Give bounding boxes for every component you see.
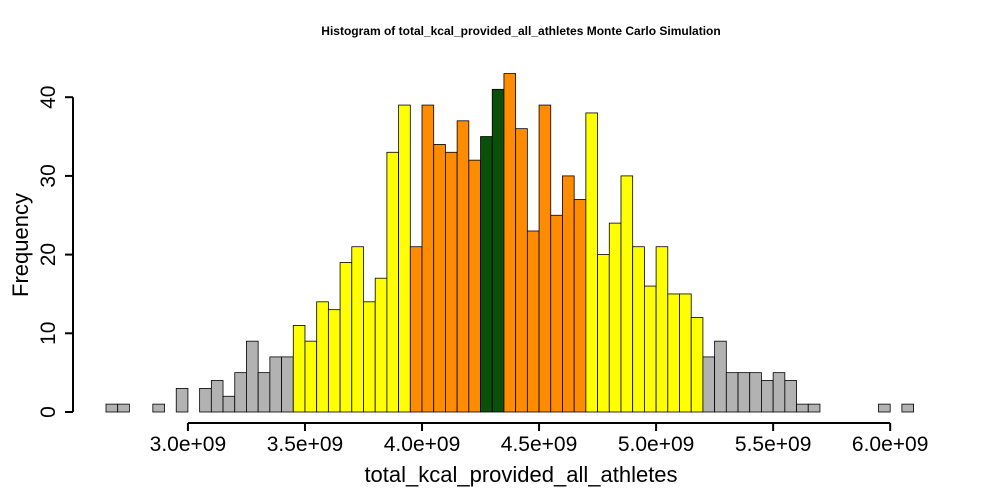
histogram-bar: [655, 246, 669, 413]
histogram-bar: [421, 104, 435, 413]
histogram-bar: [339, 262, 353, 413]
histogram-bar: [491, 88, 505, 413]
histogram-bar: [456, 120, 470, 413]
x-tick-label: 3.0e+09: [150, 433, 227, 456]
bars-group: [105, 73, 914, 413]
histogram-bar: [690, 317, 704, 413]
histogram-bar: [737, 372, 751, 413]
histogram-bar: [222, 395, 236, 413]
y-tick-label: 30: [37, 164, 60, 187]
histogram-bar: [679, 293, 692, 413]
chart-title: Histogram of total_kcal_provided_all_ath…: [321, 24, 720, 38]
histogram-bar: [608, 222, 622, 413]
histogram-bar: [433, 144, 446, 413]
x-axis-label: total_kcal_provided_all_athletes: [364, 462, 677, 487]
histogram-bar: [105, 403, 119, 413]
histogram-bar: [257, 372, 271, 413]
histogram-bar: [643, 285, 657, 413]
histogram-bar: [702, 356, 716, 413]
histogram-bar: [152, 403, 165, 413]
histogram-bar: [117, 403, 130, 413]
histogram-bar: [316, 301, 329, 413]
histogram-bar: [304, 340, 318, 413]
histogram-bar: [585, 112, 598, 413]
histogram-bar: [386, 151, 399, 413]
y-axis-label: Frequency: [8, 193, 33, 297]
histogram-bar: [597, 254, 610, 413]
histogram-bar: [175, 387, 189, 413]
histogram-bar: [327, 309, 341, 413]
histogram-bar: [398, 104, 411, 413]
x-tick-label: 6.0e+09: [852, 433, 929, 456]
histogram-bar: [374, 277, 388, 413]
histogram-bar: [246, 340, 259, 413]
y-tick-label: 10: [37, 322, 60, 345]
x-tick-label: 5.0e+09: [618, 433, 695, 456]
histogram-bar: [772, 372, 786, 413]
histogram-bar: [573, 199, 587, 413]
histogram-bar: [503, 73, 517, 413]
histogram-bar: [409, 246, 423, 413]
histogram-bar: [667, 293, 680, 413]
x-tick-label: 4.0e+09: [384, 433, 461, 456]
histogram-bar: [620, 175, 634, 413]
histogram-bar: [714, 340, 727, 413]
histogram-bar: [526, 230, 540, 413]
histogram-bar: [351, 246, 364, 413]
y-tick-label: 40: [37, 86, 60, 109]
histogram-bar: [796, 403, 809, 413]
y-axis: 0 10 20 30 40: [37, 86, 74, 418]
histogram-bar: [784, 380, 797, 413]
histogram-bar: [807, 403, 821, 413]
histogram-bar: [725, 372, 739, 413]
y-tick-label: 0: [37, 406, 60, 418]
histogram-bar: [269, 356, 282, 413]
histogram-bar: [550, 214, 563, 413]
histogram-bar: [632, 246, 645, 413]
histogram-bar: [878, 403, 891, 413]
histogram-bar: [199, 387, 212, 413]
histogram-bar: [445, 151, 458, 413]
histogram-bar: [234, 372, 247, 413]
histogram-bar: [210, 380, 224, 413]
y-tick-label: 20: [37, 243, 60, 266]
histogram-bar: [468, 159, 481, 413]
histogram-bar: [363, 301, 376, 413]
x-axis: 3.0e+09 3.5e+09 4.0e+09 4.5e+09 5.0e+09 5.5e+…: [150, 422, 929, 456]
x-tick-label: 3.5e+09: [267, 433, 344, 456]
x-tick-label: 5.5e+09: [735, 433, 812, 456]
histogram-bar: [281, 356, 294, 413]
histogram-bar: [515, 128, 528, 413]
histogram-bar: [749, 372, 762, 413]
histogram-bar: [761, 380, 774, 413]
histogram-bar: [538, 104, 552, 413]
histogram-bar: [901, 403, 914, 413]
histogram-bar: [292, 325, 306, 413]
histogram-bar: [562, 175, 575, 413]
x-tick-label: 4.5e+09: [501, 433, 578, 456]
histogram-bar: [480, 136, 493, 413]
